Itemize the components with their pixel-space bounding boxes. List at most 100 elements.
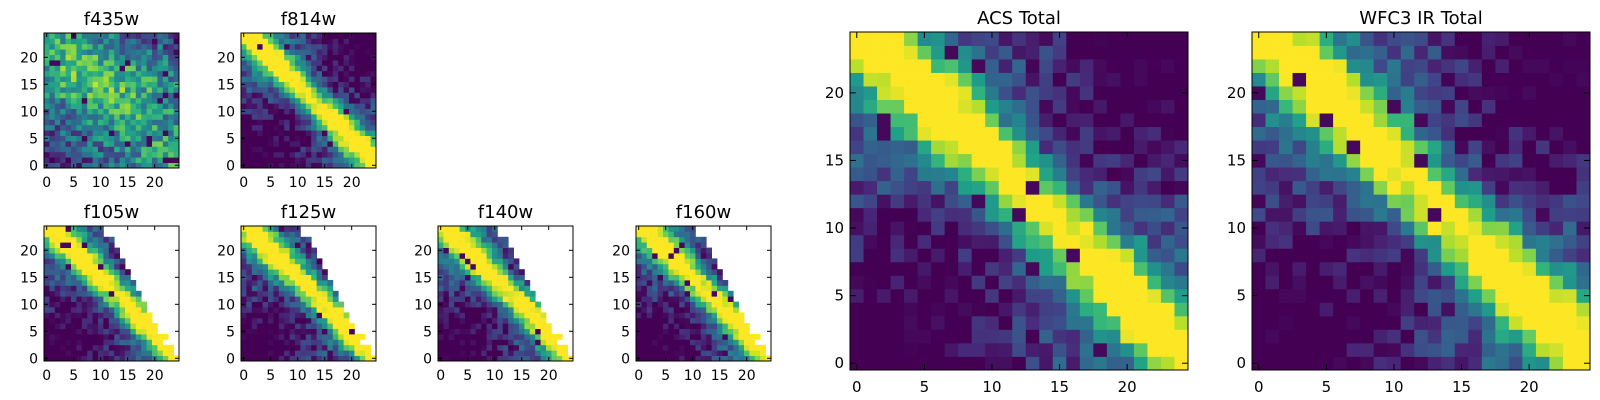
heatmap-cell xyxy=(1481,113,1496,128)
heatmap-cell xyxy=(513,339,520,346)
heatmap-cell xyxy=(278,263,285,270)
heatmap-cell xyxy=(641,307,648,313)
heatmap-cell xyxy=(690,274,696,281)
heatmap-cell xyxy=(162,76,169,82)
heatmap-cell xyxy=(284,76,290,82)
heatmap-cell xyxy=(641,323,648,329)
heatmap-cell xyxy=(81,290,88,297)
heatmap-cell xyxy=(316,60,323,66)
heatmap-cell xyxy=(273,76,280,82)
heatmap-cell xyxy=(332,355,339,362)
heatmap-cell xyxy=(327,339,334,346)
y-tick-label: 20 xyxy=(217,243,235,259)
heatmap-cell xyxy=(1427,356,1442,371)
heatmap-cell xyxy=(454,296,460,302)
heatmap-cell xyxy=(486,301,493,308)
heatmap-cell xyxy=(343,97,350,104)
heatmap-cell xyxy=(481,339,487,346)
heatmap-cell xyxy=(141,87,147,93)
heatmap-cell xyxy=(262,350,269,356)
heatmap-cell xyxy=(284,317,290,324)
heatmap-cell xyxy=(850,86,864,100)
heatmap-cell xyxy=(1066,261,1081,276)
heatmap-cell xyxy=(540,339,547,346)
heatmap-cell xyxy=(173,60,180,66)
heatmap-cell xyxy=(98,60,104,66)
heatmap-cell xyxy=(108,108,115,115)
heatmap-cell xyxy=(1319,99,1334,114)
heatmap-cell xyxy=(87,38,93,45)
heatmap-cell xyxy=(1025,113,1040,128)
heatmap-cell xyxy=(87,263,93,270)
heatmap-cell xyxy=(44,290,50,297)
heatmap-cell xyxy=(1039,180,1054,195)
heatmap-cell xyxy=(1279,72,1293,87)
heatmap-cell xyxy=(146,334,153,340)
heatmap-cell xyxy=(673,328,680,335)
heatmap-cell xyxy=(305,280,312,286)
heatmap-cell xyxy=(657,323,664,329)
heatmap-cell xyxy=(246,87,253,93)
heatmap-cell xyxy=(1468,140,1483,155)
heatmap-cell xyxy=(44,269,50,275)
heatmap-cell xyxy=(717,274,723,281)
heatmap-cell xyxy=(1133,342,1148,357)
heatmap-cell xyxy=(71,274,77,281)
heatmap-cell xyxy=(706,274,712,281)
heatmap-cell xyxy=(636,253,642,259)
heatmap-cell xyxy=(668,263,675,270)
heatmap-cell xyxy=(338,81,344,88)
heatmap-cell xyxy=(284,157,290,163)
heatmap-cell xyxy=(305,296,312,302)
heatmap-cell xyxy=(338,54,344,61)
heatmap-cell xyxy=(1481,302,1496,317)
heatmap-cell xyxy=(108,81,115,88)
heatmap-cell xyxy=(508,247,514,254)
heatmap-cell xyxy=(985,302,1000,317)
heatmap-cell xyxy=(114,38,120,45)
heatmap-cell xyxy=(359,157,366,163)
heatmap-cell xyxy=(556,350,563,356)
heatmap-cell xyxy=(1427,126,1442,141)
heatmap-cell xyxy=(1133,180,1148,195)
heatmap-cell xyxy=(251,290,258,297)
heatmap-cell xyxy=(470,307,477,313)
heatmap-cell xyxy=(295,119,301,126)
heatmap-cell xyxy=(284,334,290,340)
heatmap-cell xyxy=(365,355,371,362)
x-tick-label: 10 xyxy=(684,368,702,384)
heatmap-cell xyxy=(657,285,664,292)
heatmap-cell xyxy=(268,236,274,243)
heatmap-cell xyxy=(438,312,444,319)
heatmap-cell xyxy=(502,344,509,351)
heatmap-cell xyxy=(251,280,258,286)
heatmap-cell xyxy=(365,76,371,82)
heatmap-cell xyxy=(1147,302,1162,317)
heatmap-cell xyxy=(338,130,344,136)
heatmap-cell xyxy=(502,317,509,324)
heatmap-cell xyxy=(141,108,147,115)
heatmap-cell xyxy=(944,113,959,128)
heatmap-cell xyxy=(289,247,296,254)
heatmap-cell xyxy=(273,242,280,248)
heatmap-cell xyxy=(65,307,72,313)
heatmap-cell xyxy=(251,97,258,104)
heatmap-cell xyxy=(1360,153,1375,168)
heatmap-cell xyxy=(246,92,253,99)
heatmap-cell xyxy=(257,307,263,313)
heatmap-cell xyxy=(300,323,307,329)
heatmap-cell xyxy=(130,334,137,340)
heatmap-cell xyxy=(60,124,66,131)
heatmap-cell xyxy=(917,180,932,195)
heatmap-cell xyxy=(985,342,1000,357)
heatmap-cell xyxy=(1508,59,1523,73)
heatmap-cell xyxy=(1562,59,1577,73)
heatmap-cell xyxy=(1066,329,1081,344)
heatmap-cell xyxy=(1522,126,1537,141)
heatmap-cell xyxy=(135,307,142,313)
heatmap-cell xyxy=(475,296,482,302)
heatmap-cell xyxy=(87,296,93,302)
heatmap-cell xyxy=(700,323,707,329)
heatmap-cell xyxy=(448,285,455,292)
heatmap-cell xyxy=(246,312,253,319)
